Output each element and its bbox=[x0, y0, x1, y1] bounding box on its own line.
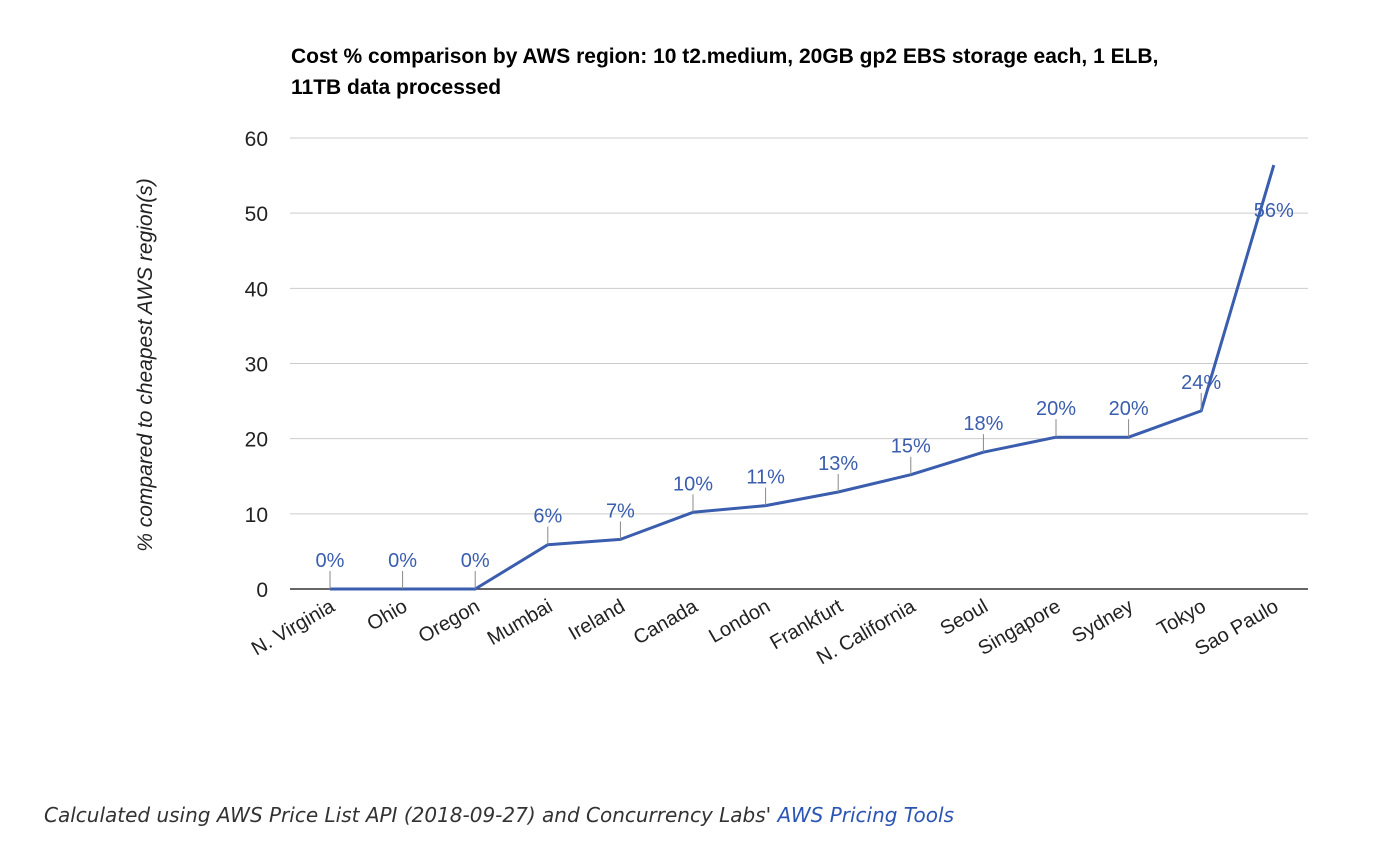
data-label: 18% bbox=[963, 413, 1003, 435]
x-category-label: Sao Paulo bbox=[1191, 595, 1282, 660]
chart-title-line-1: Cost % comparison by AWS region: 10 t2.m… bbox=[291, 45, 1158, 68]
data-label: 13% bbox=[818, 453, 858, 475]
data-label: 6% bbox=[533, 506, 562, 528]
x-category-label: Ireland bbox=[565, 595, 629, 645]
x-category-label: Oregon bbox=[415, 595, 484, 647]
x-category-label: Seoul bbox=[937, 595, 992, 640]
gridlines bbox=[290, 137, 1308, 590]
data-label: 20% bbox=[1109, 398, 1149, 420]
line-chart: Cost % comparison by AWS region: 10 t2.m… bbox=[134, 45, 1308, 670]
x-category-label: Ohio bbox=[364, 595, 412, 635]
x-category-label: N. Virginia bbox=[248, 595, 339, 660]
data-label: 0% bbox=[316, 550, 345, 572]
x-category-labels: N. Virginia Ohio Oregon Mumbai Ireland Canada… bbox=[248, 595, 1282, 670]
data-label: 56% bbox=[1254, 200, 1294, 222]
caption-text: Calculated using AWS Price List API (201… bbox=[44, 803, 778, 827]
y-tick-label-30: 30 bbox=[245, 354, 268, 377]
x-category-label: Singapore bbox=[975, 595, 1065, 660]
data-label: 7% bbox=[606, 500, 635, 522]
caption: Calculated using AWS Price List API (201… bbox=[44, 803, 954, 827]
y-tick-label-10: 10 bbox=[245, 504, 268, 527]
data-label: 24% bbox=[1181, 372, 1221, 394]
series-line-group bbox=[330, 164, 1276, 591]
y-tick-label-0: 0 bbox=[256, 579, 268, 602]
series-line bbox=[330, 164, 1276, 591]
y-tick-labels: 0 10 20 30 40 50 60 bbox=[245, 128, 268, 602]
y-tick-label-60: 60 bbox=[245, 128, 268, 151]
y-tick-label-50: 50 bbox=[245, 203, 268, 226]
data-labels: 0% 0% 0% 6% 7% 10% 11% 13% 15% 18% 20% 20% 24% 56% bbox=[316, 200, 1294, 589]
aws-pricing-tools-link[interactable]: AWS Pricing Tools bbox=[777, 803, 955, 827]
x-category-label: Tokyo bbox=[1153, 595, 1209, 640]
y-tick-label-40: 40 bbox=[245, 278, 268, 301]
data-label: 10% bbox=[673, 473, 713, 495]
y-axis-label: % compared to cheapest AWS region(s) bbox=[134, 178, 157, 552]
data-label: 20% bbox=[1036, 398, 1076, 420]
x-category-label: Canada bbox=[630, 595, 702, 650]
data-label: 0% bbox=[461, 550, 490, 572]
data-label: 0% bbox=[388, 550, 417, 572]
chart-title-line-2: 11TB data processed bbox=[291, 76, 501, 99]
y-tick-label-20: 20 bbox=[245, 429, 268, 452]
x-category-label: London bbox=[705, 595, 774, 647]
data-label: 11% bbox=[746, 467, 785, 489]
data-label: 15% bbox=[891, 436, 931, 458]
x-category-label: Mumbai bbox=[484, 595, 557, 650]
x-category-label: Sydney bbox=[1068, 595, 1137, 647]
